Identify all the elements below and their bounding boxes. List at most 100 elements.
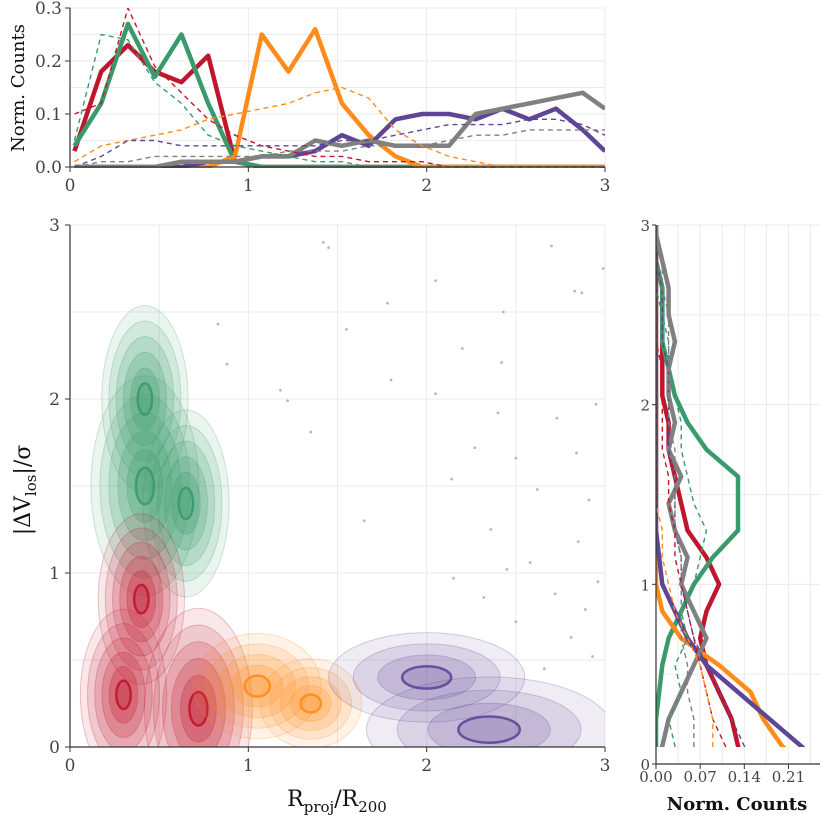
scatter-point	[327, 246, 330, 250]
series-line-dashed	[656, 225, 708, 747]
main-y-axis-title: |ΔVlos|/σ	[11, 445, 40, 536]
top-y-axis-title: Norm. Counts	[8, 24, 29, 152]
y-tick-label: 0.0	[35, 158, 62, 178]
scatter-point	[386, 301, 389, 305]
scatter-point	[489, 528, 493, 531]
contour-level	[161, 641, 235, 747]
top-marginal-panel: 0 1 2 3 0.0 0.1 0.2 0.3 Norm. Counts	[8, 0, 610, 196]
series-line	[656, 225, 806, 747]
y-tick-label: 0.2	[35, 52, 62, 72]
scatter-point	[535, 488, 539, 491]
scatter-point	[575, 451, 578, 455]
right-x-axis-title: Norm. Counts	[667, 794, 807, 815]
contour-level	[119, 555, 164, 643]
y-tick-label: 2	[640, 397, 650, 415]
y-tick-label: 0.1	[35, 105, 62, 125]
scatter-point	[576, 540, 580, 544]
scatter-point	[279, 388, 282, 392]
population-3	[328, 632, 605, 747]
contour-level	[115, 679, 132, 711]
contour-level	[126, 448, 164, 524]
population-0	[90, 304, 230, 598]
contour-level	[87, 623, 160, 747]
scatter-point	[473, 446, 477, 450]
contour-level	[115, 336, 175, 462]
contour-level	[259, 658, 363, 747]
contour-level	[366, 676, 605, 747]
scatter-point	[514, 620, 518, 624]
contour-level	[134, 466, 156, 506]
contour-level	[126, 570, 157, 629]
population-1	[79, 513, 253, 747]
scatter-point	[528, 561, 532, 564]
scatter-point	[434, 392, 437, 396]
series-line-dashed	[74, 86, 605, 168]
scatter-point	[496, 411, 500, 415]
contour-level	[231, 664, 284, 708]
scatter-point	[450, 477, 454, 481]
y-tick-label: 3	[49, 216, 60, 236]
contour-level	[108, 320, 182, 478]
scatter-point	[514, 456, 518, 460]
x-tick-label: 1	[243, 176, 254, 196]
series-line	[74, 90, 605, 168]
scatter-point	[482, 595, 486, 599]
contour-level	[400, 664, 453, 690]
scatter-point	[594, 402, 598, 406]
contour-level	[396, 689, 582, 747]
scatter-point	[550, 244, 553, 248]
contour-level	[171, 471, 201, 536]
contour-level	[457, 715, 521, 745]
series-line	[656, 225, 787, 747]
scatter-point	[573, 289, 577, 293]
contour-level	[136, 382, 154, 416]
scatter-point	[452, 576, 455, 580]
contour-level	[170, 657, 226, 747]
contour-level	[122, 351, 167, 447]
scatter-point	[569, 635, 573, 639]
scatter-point	[542, 667, 546, 671]
scatter-point	[309, 430, 313, 434]
y-tick-label: 0	[640, 756, 650, 774]
scatter-point	[505, 568, 509, 571]
contour-level	[108, 412, 182, 560]
scatter-point	[389, 378, 393, 382]
scatter-point	[434, 279, 437, 283]
density-contours	[79, 304, 605, 747]
scatter-point	[460, 347, 464, 350]
scatter-point	[500, 361, 503, 364]
contour-level	[328, 632, 526, 723]
scatter-point	[362, 519, 366, 523]
contour-level	[289, 685, 332, 722]
contour-level	[112, 541, 171, 657]
x-tick-label: 0.21	[772, 768, 805, 786]
contour-level	[101, 651, 146, 739]
contour-level	[243, 674, 272, 698]
y-tick-label: 1	[49, 564, 60, 584]
main-x-axis-title: Rproj/R200	[287, 787, 387, 816]
contour-level	[177, 486, 195, 521]
scatter-point	[596, 580, 600, 584]
contour-level	[99, 393, 191, 579]
contour-level	[205, 643, 309, 729]
contour-level	[269, 667, 353, 740]
contour-level	[104, 527, 178, 671]
x-tick-label: 0.07	[683, 768, 716, 786]
scatter-point	[601, 267, 605, 270]
scatter-points	[216, 241, 605, 671]
x-tick-label: 3	[600, 176, 611, 196]
x-tick-label: 0.00	[639, 768, 672, 786]
contour-level	[90, 375, 200, 597]
right-series	[656, 225, 806, 747]
y-tick-label: 2	[49, 390, 60, 410]
series-line-dashed	[656, 225, 727, 747]
top-x-ticks: 0 1 2 3	[65, 167, 611, 196]
x-tick-label: 1	[243, 756, 254, 776]
scatter-point	[345, 328, 348, 331]
y-tick-label: 0.3	[35, 0, 62, 19]
scatter-point	[580, 291, 584, 295]
contour-level	[218, 654, 297, 719]
contour-level	[188, 690, 209, 727]
contour-level	[377, 654, 477, 701]
main-y-ticks: 0 1 2 3	[49, 216, 70, 758]
